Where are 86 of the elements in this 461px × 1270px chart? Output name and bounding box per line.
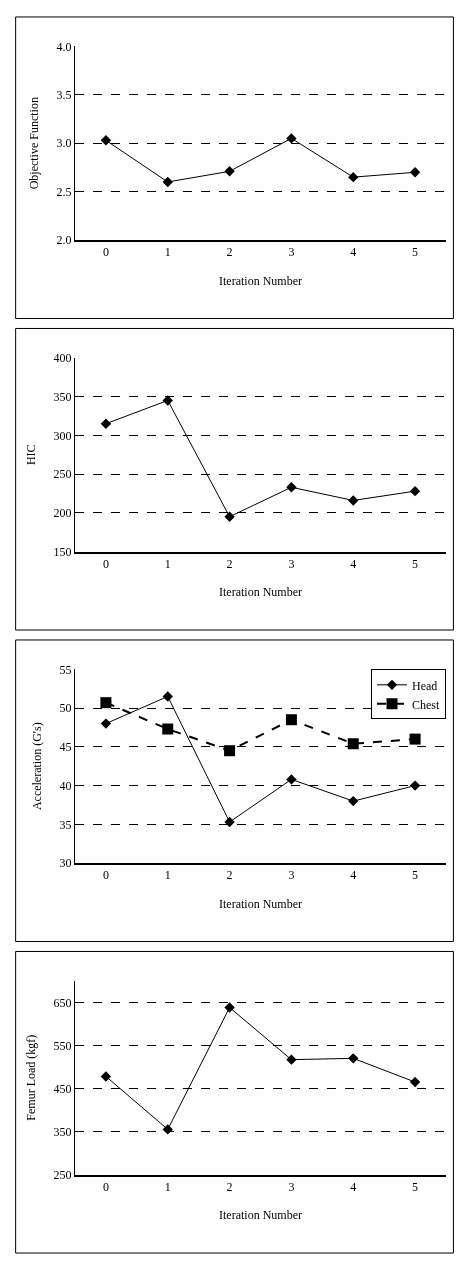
y-tick-label: 55: [59, 662, 72, 677]
point: [409, 780, 421, 791]
x-tick-label: 2: [226, 245, 233, 260]
point: [224, 1002, 235, 1013]
x-axis-title: Iteration Number: [219, 585, 302, 600]
y-tick-label: 35: [59, 817, 72, 832]
point: [162, 691, 173, 702]
y-axis-title: HIC: [23, 444, 38, 466]
point: [348, 171, 359, 183]
x-tick-label: 2: [226, 868, 233, 883]
x-tick-label: 0: [102, 556, 109, 571]
y-tick-label: 3.5: [56, 87, 72, 102]
x-tick-label: 1: [164, 556, 171, 571]
y-tick-label: 200: [53, 506, 72, 521]
point: [409, 485, 421, 497]
point: [348, 495, 359, 506]
y-tick-label: 400: [53, 351, 72, 366]
legend-label: Head: [412, 678, 438, 693]
y-tick-label: 2.5: [56, 184, 72, 199]
point: [224, 166, 235, 177]
x-tick-label: 1: [164, 1179, 171, 1194]
point: [100, 697, 112, 709]
x-tick-label: 2: [226, 556, 233, 571]
point: [286, 133, 297, 144]
point: [224, 745, 236, 757]
y-tick-label: 350: [53, 1124, 72, 1139]
y-tick-label: 2.0: [56, 233, 72, 248]
x-axis-title: Iteration Number: [219, 273, 302, 288]
point: [348, 1053, 359, 1064]
y-tick-label: 30: [59, 856, 72, 871]
y-axis-title: Acceleration (G's): [29, 722, 44, 811]
point: [224, 511, 235, 522]
point: [100, 418, 112, 429]
point: [100, 1071, 112, 1082]
point: [286, 482, 297, 493]
point: [286, 1054, 297, 1065]
legend-label: Chest: [412, 697, 440, 712]
point: [348, 795, 359, 807]
point: [286, 774, 297, 785]
point: [162, 176, 173, 188]
x-tick-label: 5: [412, 868, 419, 883]
y-tick-label: 40: [59, 778, 72, 793]
y-tick-label: 450: [53, 1081, 72, 1096]
x-tick-label: 4: [350, 245, 357, 260]
point: [100, 718, 112, 729]
x-tick-label: 3: [288, 1179, 295, 1194]
point: [347, 738, 359, 750]
point: [285, 714, 297, 726]
x-tick-label: 0: [102, 868, 109, 883]
point: [100, 135, 112, 146]
y-axis-title: Objective Function: [26, 97, 41, 190]
x-tick-label: 1: [164, 245, 171, 260]
y-tick-label: 150: [53, 544, 72, 559]
y-tick-label: 50: [59, 701, 72, 716]
y-tick-label: 250: [53, 467, 72, 482]
x-tick-label: 4: [350, 1179, 357, 1194]
x-axis-title: Iteration Number: [219, 1208, 302, 1223]
y-tick-label: 45: [59, 740, 72, 755]
x-tick-label: 5: [412, 1179, 419, 1194]
x-axis-title: Iteration Number: [219, 896, 302, 911]
point: [162, 723, 174, 735]
x-tick-label: 2: [226, 1179, 233, 1194]
x-tick-label: 3: [288, 868, 295, 883]
x-tick-label: 0: [102, 245, 109, 260]
point: [162, 395, 173, 406]
x-tick-label: 1: [164, 868, 171, 883]
point: [224, 816, 235, 828]
y-tick-label: 250: [53, 1167, 72, 1182]
point: [409, 1076, 421, 1088]
x-tick-label: 4: [350, 868, 357, 883]
y-tick-label: 3.0: [56, 136, 72, 151]
y-tick-label: 350: [53, 389, 72, 404]
y-tick-label: 550: [53, 1038, 72, 1053]
x-tick-label: 3: [288, 245, 295, 260]
y-tick-label: 4.0: [56, 39, 72, 54]
x-tick-label: 0: [102, 1179, 109, 1194]
x-tick-label: 5: [412, 245, 419, 260]
y-axis-title: Femur Load (kgf): [23, 1034, 38, 1121]
x-tick-label: 4: [350, 556, 357, 571]
point: [162, 1124, 173, 1135]
x-tick-label: 5: [412, 556, 419, 571]
point: [409, 733, 421, 745]
y-tick-label: 650: [53, 995, 72, 1010]
point: [409, 167, 421, 178]
x-tick-label: 3: [288, 556, 295, 571]
y-tick-label: 300: [53, 428, 72, 443]
